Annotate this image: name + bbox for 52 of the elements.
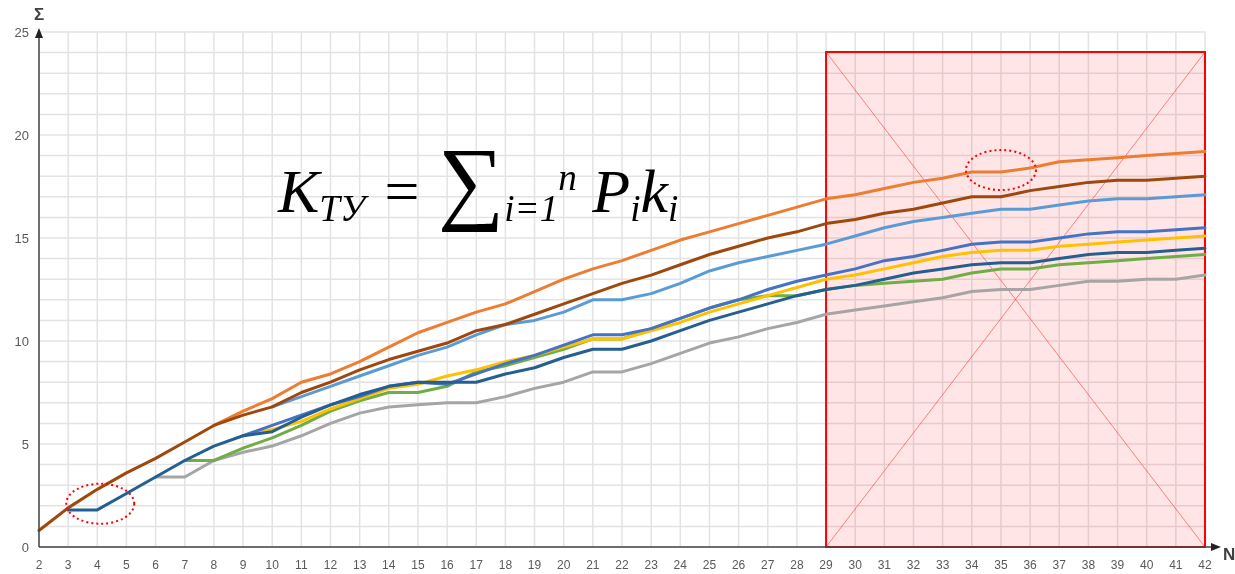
x-tick-label: 28 (790, 558, 804, 572)
y-tick-label: 5 (21, 437, 29, 452)
x-tick-label: 37 (1052, 558, 1067, 572)
x-tick-label: 25 (702, 558, 717, 572)
y-tick-label: 25 (14, 25, 29, 40)
x-tick-label: 20 (557, 558, 571, 572)
x-tick-label: 8 (210, 558, 218, 572)
x-axis-title: N (1223, 545, 1235, 564)
x-tick-label: 3 (64, 558, 72, 572)
y-tick-label: 10 (14, 334, 29, 349)
x-tick-label: 4 (93, 558, 101, 572)
line-series (212, 149, 1207, 427)
y-tick-label: 15 (14, 231, 29, 246)
x-tick-label: 11 (295, 558, 308, 572)
x-tick-label: 6 (152, 558, 160, 572)
x-tick-label: 9 (239, 558, 247, 572)
x-tick-label: 19 (527, 558, 542, 572)
x-tick-label: 27 (761, 558, 775, 572)
x-tick-label: 23 (644, 558, 659, 572)
x-tick-label: 17 (469, 558, 484, 572)
x-tick-label: 32 (906, 558, 921, 572)
x-tick-label: 26 (731, 558, 746, 572)
x-tick-label: 10 (265, 558, 280, 572)
x-tick-label: 12 (323, 558, 338, 572)
y-tick-label: 0 (21, 540, 29, 555)
x-tick-label: 13 (352, 558, 367, 572)
x-tick-label: 42 (1198, 558, 1212, 572)
x-tick-label: 16 (440, 558, 455, 572)
x-tick-label: 36 (1023, 558, 1038, 572)
x-tick-label: 34 (965, 558, 979, 572)
x-tick-label: 29 (819, 558, 834, 572)
x-tick-label: 18 (498, 558, 513, 572)
x-tick-label: 22 (615, 558, 629, 572)
x-tick-label: 30 (848, 558, 863, 572)
x-tick-label: 38 (1081, 558, 1096, 572)
line-series (66, 246, 1207, 512)
x-tick-label: 24 (673, 558, 688, 572)
x-tick-label: 39 (1110, 558, 1125, 572)
x-tick-label: 15 (411, 558, 425, 572)
x-tick-label: 2 (35, 558, 43, 572)
x-tick-label: 35 (994, 558, 1008, 572)
y-tick-label: 20 (14, 128, 29, 143)
x-tick-label: 14 (382, 558, 396, 572)
x-tick-label: 21 (586, 558, 600, 572)
x-tick-label: 33 (935, 558, 950, 572)
x-tick-label: 40 (1140, 558, 1154, 572)
x-tick-label: 5 (123, 558, 131, 572)
text: K$_{ТУ}$ = ∑$_{i=1}$$^{n}$ P$_{i}$k$_{i}$ (278, 129, 679, 232)
y-axis-title: Σ (33, 5, 45, 24)
x-tick-label: 41 (1169, 558, 1183, 572)
x-tick-label: 7 (181, 558, 189, 572)
x-tick-label: 31 (877, 558, 892, 572)
